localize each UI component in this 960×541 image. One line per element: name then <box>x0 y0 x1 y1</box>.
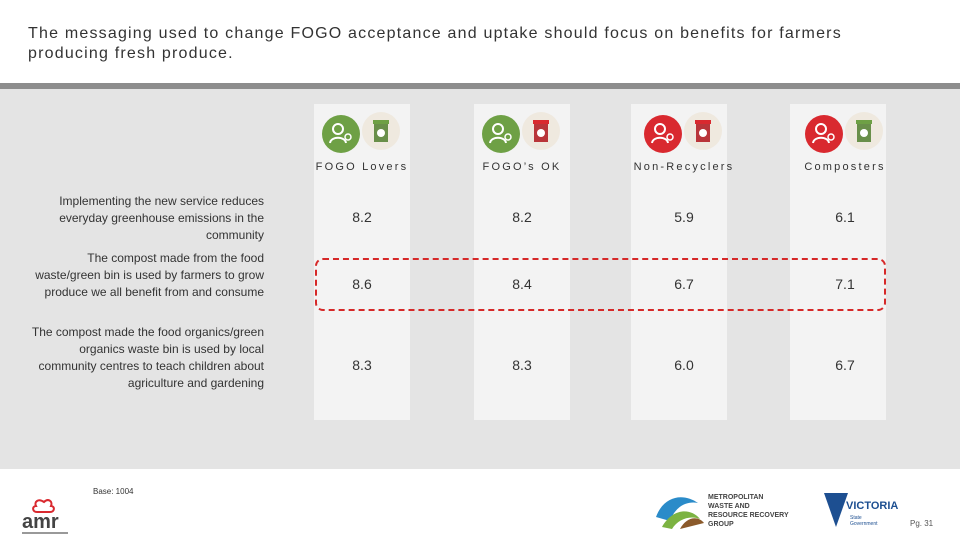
mwrrg-line-2: WASTE AND <box>708 503 750 510</box>
victoria-sub-2: Government <box>850 521 878 527</box>
header-divider <box>0 83 960 89</box>
slide-title: The messaging used to change FOGO accept… <box>28 25 842 62</box>
mwrrg-logo: METROPOLITAN WASTE AND RESOURCE RECOVERY… <box>654 491 814 531</box>
segment-column-3 <box>631 104 727 420</box>
segment-column-4 <box>790 104 886 420</box>
mwrrg-line-3: RESOURCE RECOVERY <box>708 512 789 519</box>
segment-name-4: Composters <box>804 161 886 173</box>
score-r2-c2: 8.4 <box>512 276 532 292</box>
score-r3-c4: 6.7 <box>835 357 855 373</box>
segment-column-2 <box>474 104 570 420</box>
victoria-sub-1: State <box>850 515 862 521</box>
segment-icons-2 <box>482 112 562 156</box>
row-label-2: The compost made from the food waste/gre… <box>35 251 264 299</box>
score-r3-c1: 8.3 <box>352 357 372 373</box>
victoria-text: VICTORIA <box>846 500 898 512</box>
score-r2-c3: 6.7 <box>674 276 694 292</box>
segment-icons-1 <box>322 112 402 156</box>
header: The messaging used to change FOGO accept… <box>0 0 960 83</box>
segment-name-2: FOGO’s OK <box>482 161 562 173</box>
mwrrg-line-4: GROUP <box>708 521 734 528</box>
bin-icon <box>522 112 560 150</box>
score-r3-c2: 8.3 <box>512 357 532 373</box>
person-icon <box>322 115 360 153</box>
row-label-3: The compost made the food organics/green… <box>31 325 264 390</box>
base-note: Base: 1004 <box>93 487 134 496</box>
person-icon <box>805 115 843 153</box>
bin-icon <box>684 112 722 150</box>
score-r1-c2: 8.2 <box>512 209 532 225</box>
score-r1-c1: 8.2 <box>352 209 372 225</box>
score-r2-c1: 8.6 <box>352 276 372 292</box>
segment-icons-3 <box>644 112 724 156</box>
page-number: Pg. 31 <box>910 519 934 528</box>
mwrrg-line-1: METROPOLITAN <box>708 494 763 501</box>
segment-column-1 <box>314 104 410 420</box>
bin-icon <box>362 112 400 150</box>
score-r3-c3: 6.0 <box>674 357 694 373</box>
highlight-box <box>315 258 886 311</box>
amr-logo-text: amr <box>22 511 59 533</box>
row-label-1: Implementing the new service reduces eve… <box>59 194 264 242</box>
segment-name-1: FOGO Lovers <box>315 161 409 173</box>
bin-icon <box>845 112 883 150</box>
score-r2-c4: 7.1 <box>835 276 855 292</box>
victoria-logo: VICTORIA State Government <box>822 491 902 531</box>
segment-icons-4 <box>805 112 885 156</box>
segment-name-3: Non-Recyclers <box>633 161 735 173</box>
person-icon <box>482 115 520 153</box>
amr-logo: amr <box>20 488 76 536</box>
score-r1-c4: 6.1 <box>835 209 855 225</box>
person-icon <box>644 115 682 153</box>
score-r1-c3: 5.9 <box>674 209 694 225</box>
